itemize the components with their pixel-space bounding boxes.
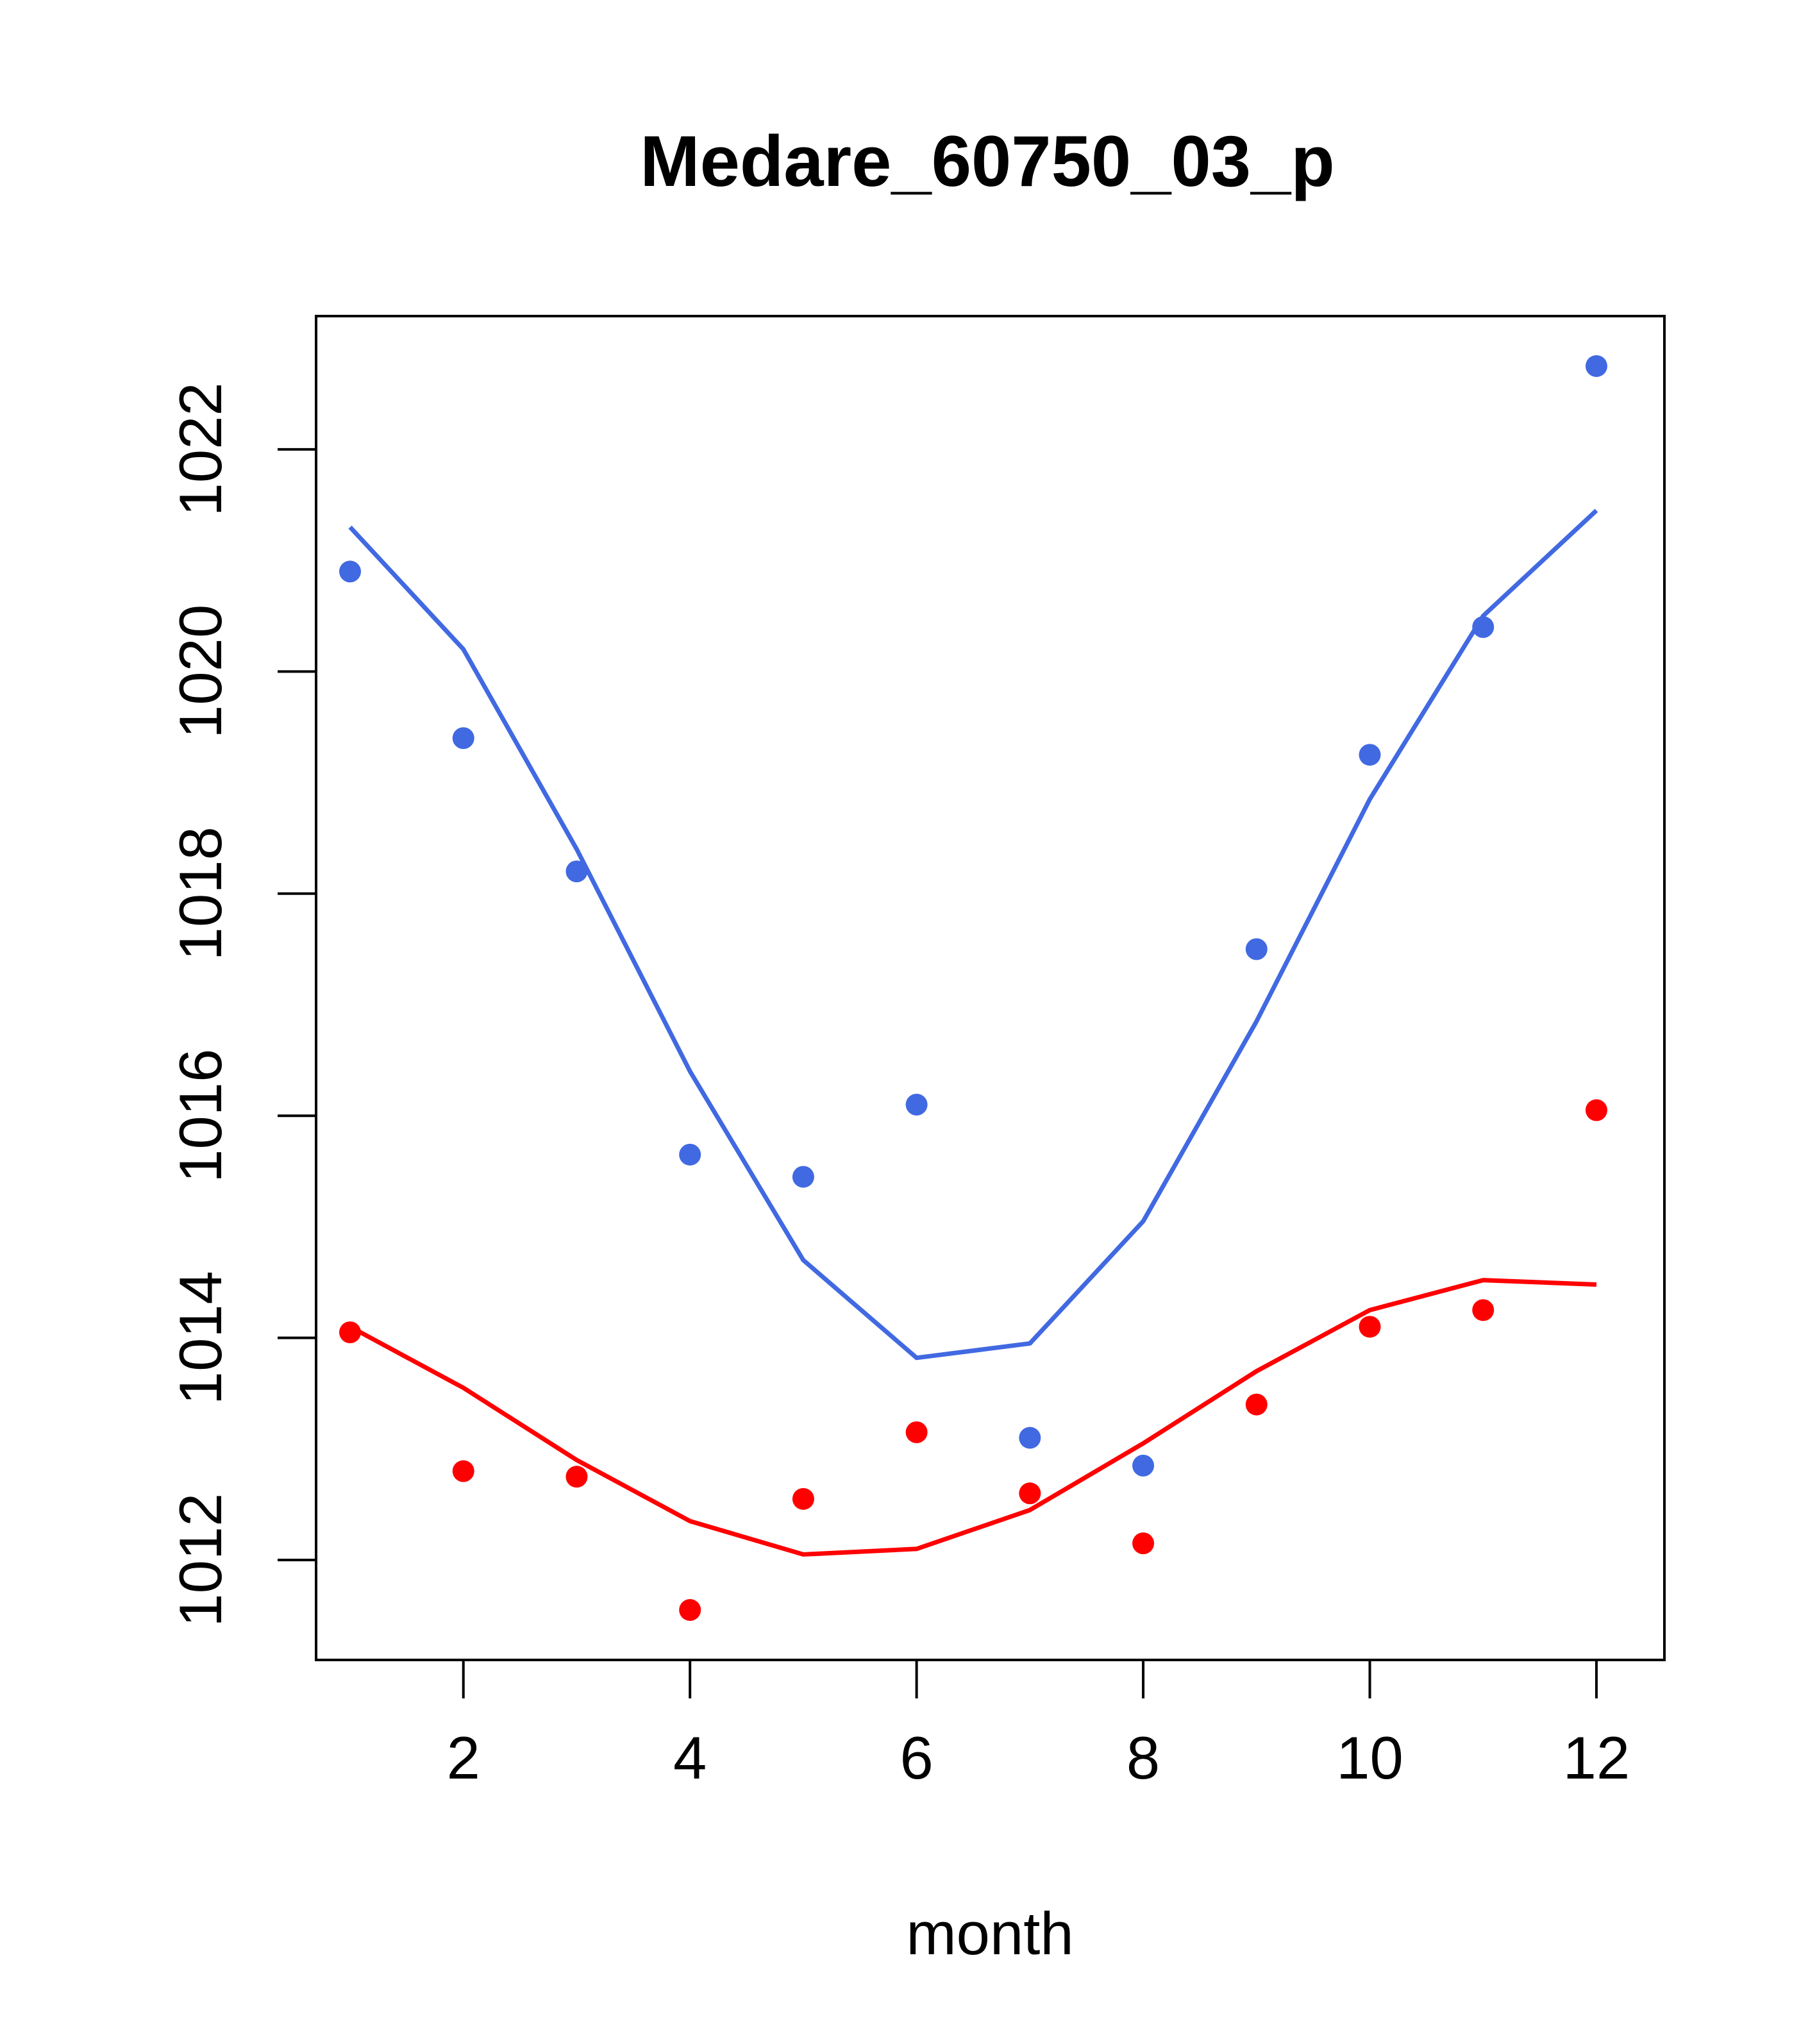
data-point [1019,1427,1041,1449]
x-axis-label: month [906,1900,1073,1967]
y-axis: 1012 1014 1016 1018 1020 1022 [167,382,317,1627]
data-point [1359,1316,1381,1338]
y-tick-label: 1020 [167,605,234,739]
x-tick-label: 8 [1126,1724,1160,1791]
data-point [905,1093,928,1116]
y-tick-label: 1016 [167,1049,234,1183]
data-point [679,1143,701,1166]
data-point [1472,1299,1495,1321]
data-point [1359,744,1381,766]
data-point [565,860,588,883]
data-point [452,727,474,750]
data-point [792,1487,814,1510]
series-layer [339,355,1607,1621]
data-point [905,1421,928,1443]
y-tick-label: 1022 [167,382,234,516]
data-point [1019,1482,1041,1505]
data-point [565,1466,588,1488]
data-point [1585,355,1607,377]
y-tick-label: 1014 [167,1271,234,1405]
data-point [1132,1454,1155,1477]
data-point [339,560,362,583]
data-point [679,1599,701,1621]
data-point [1245,938,1268,960]
y-tick-label: 1012 [167,1493,234,1627]
chart-title: Medare_60750_03_p [640,121,1334,201]
y-tick-label: 1018 [167,826,234,960]
data-point [792,1166,814,1188]
series-line-3 [349,1278,1597,1557]
x-tick-label: 4 [673,1724,707,1791]
x-tick-label: 6 [900,1724,933,1791]
data-point [1132,1532,1155,1555]
plot-frame [315,315,1666,1661]
x-tick-label: 12 [1563,1724,1630,1791]
data-point [452,1460,474,1482]
data-point [339,1321,362,1343]
x-tick-label: 2 [447,1724,480,1791]
data-point [1245,1393,1268,1416]
data-point [1585,1099,1607,1121]
x-axis: 2 4 6 8 10 12 [447,1659,1630,1791]
x-tick-label: 10 [1336,1724,1403,1791]
series-line-1 [348,508,1598,1361]
